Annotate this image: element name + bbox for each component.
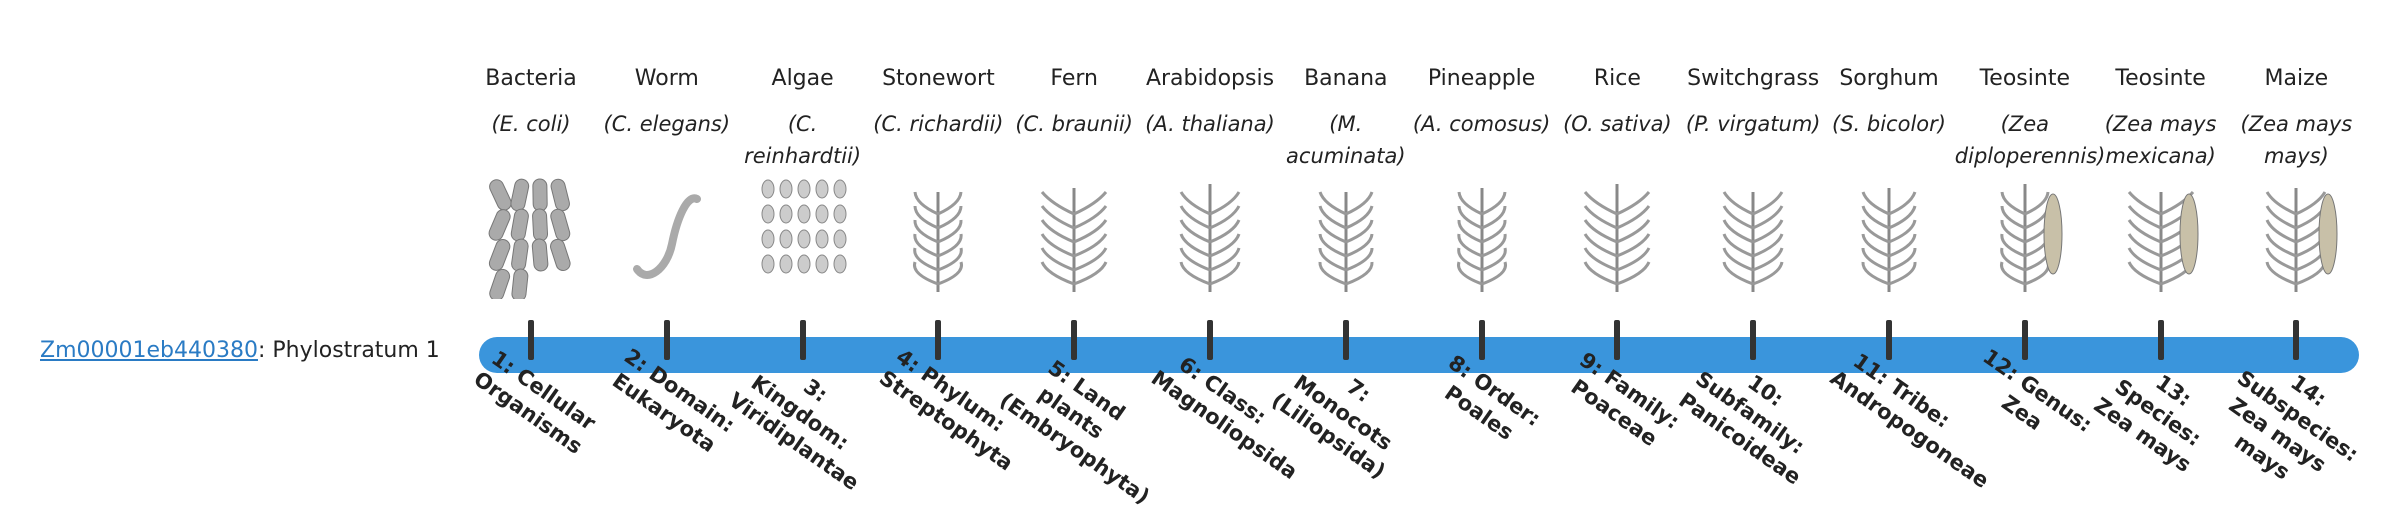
- organism-illustration: [2127, 191, 2199, 292]
- species-name: (P. virgatum): [1685, 112, 1821, 136]
- common-name: Teosinte: [2115, 66, 2206, 91]
- stratum-tick: [1886, 320, 1892, 360]
- common-name: Stonewort: [882, 66, 995, 91]
- organism-illustration: [1999, 184, 2063, 292]
- species-name: (M. acuminata): [1286, 112, 1406, 168]
- organism-illustration: [1318, 191, 1374, 292]
- common-name: Sorghum: [1839, 66, 1939, 91]
- organism-illustration: [632, 194, 701, 279]
- stratum-tick: [1614, 320, 1621, 360]
- stratum-tick: [1071, 320, 1078, 360]
- common-name: Teosinte: [1979, 66, 2070, 91]
- species-name: (C. elegans): [603, 112, 731, 136]
- stratum-tick: [2157, 320, 2164, 360]
- species-name: (O. sativa): [1563, 112, 1672, 136]
- organism-illustration: [2265, 188, 2338, 292]
- species-name: (A. thaliana): [1145, 112, 1275, 136]
- gene-label: Zm00001eb440380: Phylostratum 1: [40, 338, 440, 363]
- common-name: Algae: [771, 66, 834, 91]
- common-name: Fern: [1050, 66, 1098, 91]
- gene-link[interactable]: Zm00001eb440380: [40, 338, 258, 363]
- species-name: (Zea diploperennis): [1954, 112, 2106, 168]
- stratum-tick: [1207, 320, 1213, 360]
- common-name: Pineapple: [1427, 66, 1536, 91]
- species-name: (Zea mays mexicana): [2104, 112, 2217, 168]
- stratum-tick: [2021, 320, 2028, 360]
- common-name: Bacteria: [485, 66, 577, 91]
- stratum-tick: [1342, 320, 1349, 360]
- organism-illustration: [1456, 188, 1507, 292]
- timeline-bar: [479, 337, 2359, 373]
- species-name: (A. comosus): [1412, 112, 1551, 136]
- stratum-tick: [1478, 320, 1485, 360]
- stratum-tick: [2293, 320, 2300, 360]
- organism-illustration: [761, 179, 847, 274]
- species-name: (S. bicolor): [1832, 112, 1946, 136]
- organism-illustration: [1179, 184, 1241, 292]
- common-name: Worm: [634, 66, 699, 91]
- species-name: (C. braunii): [1015, 112, 1133, 136]
- organism-illustration: [488, 178, 571, 299]
- common-name: Banana: [1304, 66, 1388, 91]
- species-name: (C. reinhardtii): [744, 112, 862, 168]
- species-name: (Zea mays mays): [2240, 112, 2353, 168]
- gene-suffix: : Phylostratum 1: [257, 338, 440, 363]
- organism-illustration: [1584, 184, 1651, 292]
- stratum-tick: [663, 320, 670, 360]
- species-name: (C. richardii): [873, 112, 1004, 136]
- organism-illustration: [1722, 191, 1784, 292]
- common-name: Arabidopsis: [1145, 66, 1275, 91]
- organism-illustration: [913, 191, 964, 292]
- stratum-tick: [799, 320, 806, 360]
- species-name: (E. coli): [491, 112, 571, 136]
- stratum-tick: [528, 320, 534, 360]
- common-name: Switchgrass: [1687, 66, 1820, 91]
- stratum-tick: [935, 320, 942, 360]
- organism-illustration: [1861, 188, 1917, 292]
- common-name: Maize: [2264, 66, 2329, 91]
- common-name: Rice: [1593, 66, 1641, 91]
- organism-illustration: [1040, 188, 1108, 292]
- stratum-tick: [1750, 320, 1757, 360]
